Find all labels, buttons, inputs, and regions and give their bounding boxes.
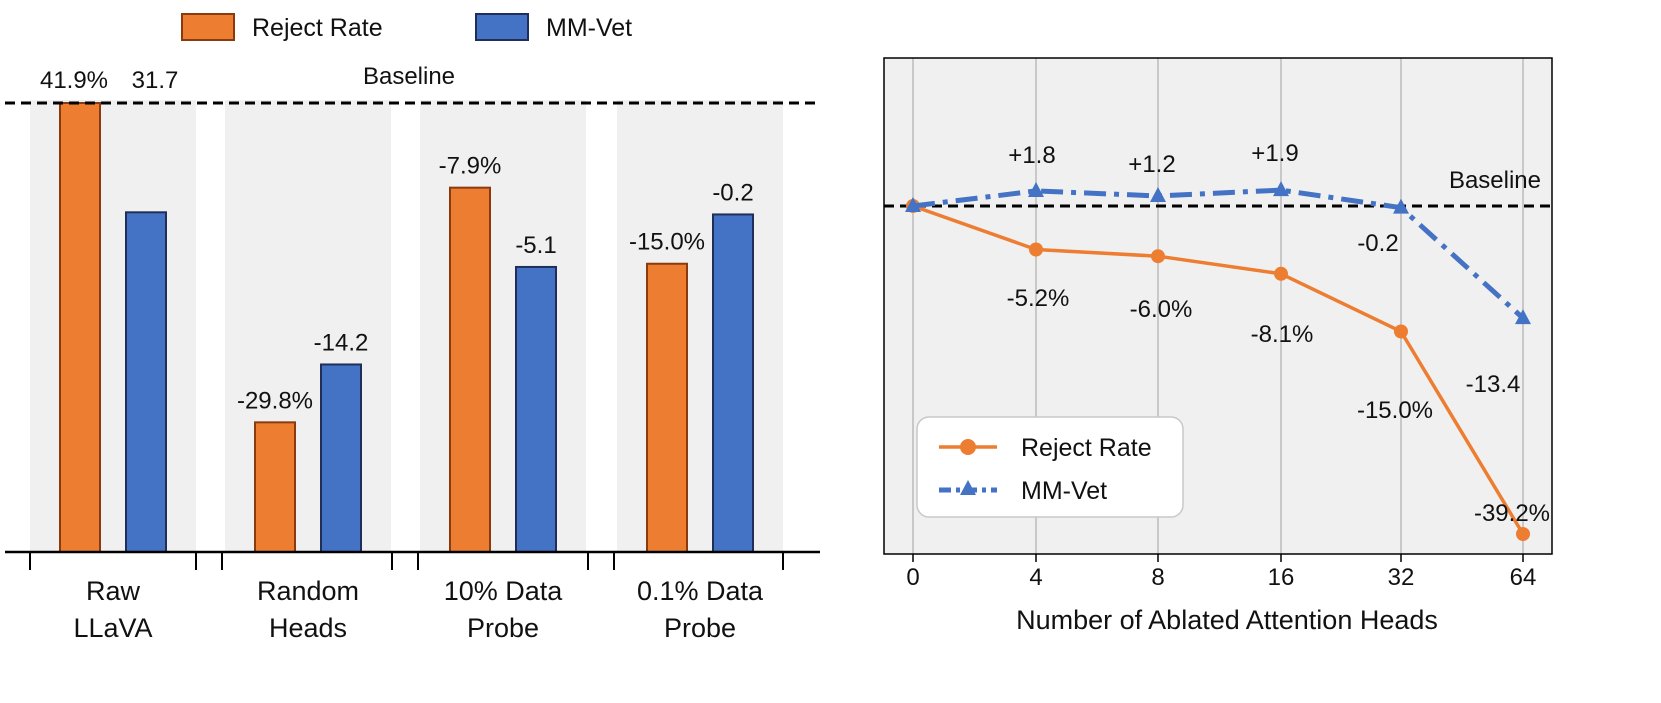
legend-swatch bbox=[181, 13, 235, 41]
bar bbox=[320, 363, 362, 553]
x-tick-label: 16 bbox=[1268, 564, 1295, 591]
bar-value-label: -29.8% bbox=[237, 387, 313, 414]
data-label-reject-rate: -5.2% bbox=[1007, 285, 1070, 312]
bar-value-label: -5.1 bbox=[515, 232, 556, 259]
data-point-mm-vet bbox=[1150, 186, 1166, 202]
data-label-mm-vet: +1.2 bbox=[1128, 151, 1175, 178]
x-tick-label: 64 bbox=[1510, 564, 1537, 591]
data-point-mm-vet bbox=[905, 197, 921, 212]
legend-label: Reject Rate bbox=[1021, 434, 1152, 462]
data-label-reject-rate: -15.0% bbox=[1357, 397, 1433, 424]
data-label-mm-vet: +1.8 bbox=[1008, 142, 1055, 169]
bar bbox=[449, 186, 491, 554]
bar bbox=[59, 102, 101, 553]
data-point-mm-vet bbox=[1273, 181, 1289, 197]
bar bbox=[254, 421, 296, 553]
bar-chart-panel: 41.9% -29.8% -7.9% -15.0% 31.7 -14.2 -5.1 -0.2 B… bbox=[5, 63, 820, 643]
x-tick-label: 8 bbox=[1151, 564, 1164, 591]
bar-value-label: -7.9% bbox=[439, 153, 502, 180]
category-label: 0.1% Data Probe bbox=[637, 576, 764, 643]
data-label-mm-vet: -0.2 bbox=[1357, 230, 1398, 257]
group-background bbox=[617, 100, 783, 552]
x-tick-label: 4 bbox=[1029, 564, 1042, 591]
legend-marker-reject-rate bbox=[960, 439, 976, 455]
baseline-label: Baseline bbox=[363, 63, 455, 90]
data-point-mm-vet bbox=[1515, 309, 1531, 325]
data-point-reject-rate bbox=[1394, 324, 1408, 339]
category-label: Random Heads bbox=[257, 576, 359, 643]
legend-marker-mm-vet bbox=[960, 480, 976, 495]
category-label: Raw LLaVA bbox=[73, 576, 152, 643]
bar-value-label: 31.7 bbox=[132, 67, 179, 94]
series-line-mm-vet bbox=[912, 187, 1525, 320]
group-background bbox=[30, 100, 196, 552]
category-label: 10% Data Probe bbox=[444, 576, 564, 643]
data-point-reject-rate bbox=[1516, 527, 1530, 541]
data-point-mm-vet bbox=[1028, 181, 1044, 197]
group-background bbox=[225, 100, 391, 552]
bar bbox=[515, 265, 557, 553]
group-background bbox=[420, 100, 586, 552]
x-tick-label: 32 bbox=[1388, 564, 1415, 591]
top-legend: Reject Rate MM-Vet bbox=[181, 13, 632, 42]
baseline-label: Baseline bbox=[1449, 167, 1541, 194]
plot-frame bbox=[883, 57, 1553, 555]
bar-value-label: -0.2 bbox=[712, 179, 753, 206]
data-label-mm-vet: +1.9 bbox=[1251, 140, 1298, 167]
bar-value-label: -15.0% bbox=[629, 229, 705, 256]
bar bbox=[712, 213, 754, 554]
data-label-reject-rate: -6.0% bbox=[1130, 296, 1193, 323]
data-point-mm-vet bbox=[1393, 198, 1409, 214]
x-axis-title: Number of Ablated Attention Heads bbox=[1016, 605, 1438, 635]
bar-value-label: -14.2 bbox=[314, 329, 369, 356]
data-label-reject-rate: -8.1% bbox=[1251, 321, 1314, 348]
legend-label: MM-Vet bbox=[546, 14, 632, 42]
legend-label: MM-Vet bbox=[1021, 477, 1107, 505]
bar bbox=[646, 262, 688, 553]
data-point-reject-rate bbox=[1274, 266, 1288, 281]
legend-label: Reject Rate bbox=[252, 14, 383, 42]
x-tick-label: 0 bbox=[906, 564, 919, 591]
data-point-reject-rate bbox=[1151, 249, 1165, 264]
data-point-reject-rate bbox=[1029, 242, 1043, 257]
data-label-mm-vet: -13.4 bbox=[1466, 371, 1521, 398]
legend-swatch bbox=[475, 13, 529, 41]
series-line-reject-rate bbox=[912, 204, 1525, 535]
bar-value-label: 41.9% bbox=[40, 67, 108, 94]
data-label-reject-rate: -39.2% bbox=[1474, 500, 1550, 527]
line-chart-panel: Baseline -5.2% -6.0% -8.1% -15.0% -39.2% +1.8 +… bbox=[883, 57, 1553, 635]
bar bbox=[125, 211, 167, 553]
